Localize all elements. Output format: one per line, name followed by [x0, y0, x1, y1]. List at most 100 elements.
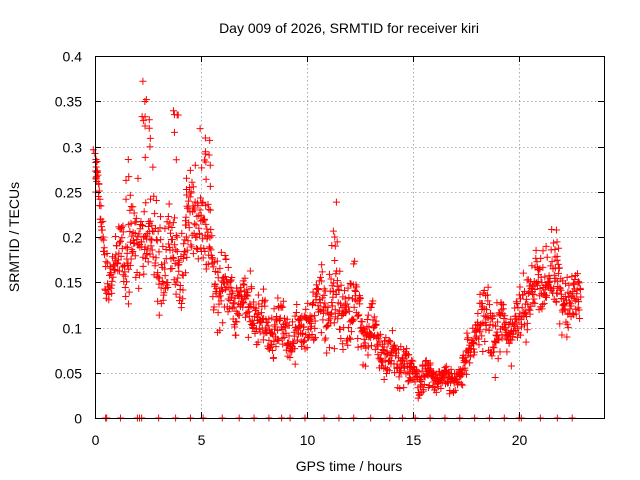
data-point	[491, 322, 499, 330]
data-point	[516, 295, 524, 303]
y-axis-label: SRMTID / TECUs	[6, 182, 22, 292]
data-point	[202, 175, 210, 183]
data-point	[453, 377, 461, 385]
data-point	[164, 283, 172, 291]
data-point	[291, 360, 299, 368]
data-point	[457, 380, 465, 388]
data-point	[156, 213, 164, 221]
data-point	[163, 218, 171, 226]
data-point	[461, 366, 469, 374]
data-point	[572, 310, 580, 318]
data-point	[195, 224, 203, 232]
data-point	[229, 289, 237, 297]
data-point	[121, 284, 129, 292]
data-point	[291, 312, 299, 320]
data-point	[345, 294, 353, 302]
data-point	[172, 232, 180, 240]
data-point	[330, 319, 338, 327]
data-point	[496, 348, 504, 356]
data-point	[102, 258, 110, 266]
data-point	[150, 192, 158, 200]
data-point	[250, 319, 258, 327]
data-point	[343, 300, 351, 308]
data-point	[484, 283, 492, 291]
data-point	[382, 334, 390, 342]
data-point	[135, 230, 143, 238]
data-point	[154, 269, 162, 277]
data-point	[315, 305, 323, 313]
data-point	[244, 292, 252, 300]
data-point	[420, 380, 428, 388]
data-point	[265, 336, 273, 344]
data-point	[311, 324, 319, 332]
data-point	[338, 311, 346, 319]
data-point	[561, 306, 569, 314]
data-point	[371, 346, 379, 354]
data-point	[530, 295, 538, 303]
data-point	[470, 340, 478, 348]
data-point	[332, 198, 340, 206]
data-point	[114, 256, 122, 264]
data-point	[127, 219, 135, 227]
data-point	[210, 258, 218, 266]
data-point	[575, 279, 583, 287]
data-point	[534, 278, 542, 286]
data-point	[308, 330, 316, 338]
data-point	[274, 326, 282, 334]
data-point	[331, 242, 339, 250]
data-point	[563, 333, 571, 341]
data-point	[188, 243, 196, 251]
data-point	[386, 338, 394, 346]
data-point	[388, 327, 396, 335]
data-point	[576, 314, 584, 322]
data-point	[524, 289, 532, 297]
data-point	[136, 271, 144, 279]
data-point	[176, 281, 184, 289]
data-point	[367, 303, 375, 311]
data-point	[180, 240, 188, 248]
data-point	[323, 322, 331, 330]
data-point	[183, 174, 191, 182]
data-point	[175, 258, 183, 266]
data-point	[299, 330, 307, 338]
data-point	[484, 297, 492, 305]
data-point	[327, 310, 335, 318]
data-point	[567, 302, 575, 310]
data-point	[330, 279, 338, 287]
data-point	[548, 225, 556, 233]
data-point	[539, 247, 547, 255]
data-point	[122, 195, 130, 203]
data-point	[369, 316, 377, 324]
data-point	[314, 286, 322, 294]
data-point	[450, 388, 458, 396]
data-point	[252, 304, 260, 312]
data-point	[380, 364, 388, 372]
data-point	[116, 267, 124, 275]
data-point	[183, 246, 191, 254]
data-point	[485, 326, 493, 334]
y-tick-label: 0	[74, 411, 82, 427]
data-point	[339, 345, 347, 353]
data-point	[337, 335, 345, 343]
data-point	[447, 365, 455, 373]
data-point	[364, 343, 372, 351]
data-point	[280, 333, 288, 341]
data-point	[159, 279, 167, 287]
data-point	[541, 273, 549, 281]
data-point	[463, 329, 471, 337]
y-tick-label: 0.4	[63, 49, 83, 65]
data-point	[311, 317, 319, 325]
data-point	[478, 332, 486, 340]
data-point	[403, 345, 411, 353]
data-point	[193, 212, 201, 220]
data-point	[471, 348, 479, 356]
data-point	[464, 334, 472, 342]
data-point	[570, 281, 578, 289]
data-point	[484, 314, 492, 322]
data-point	[552, 226, 560, 234]
data-point	[569, 309, 577, 317]
data-point	[217, 297, 225, 305]
data-point	[124, 155, 132, 163]
data-point	[210, 303, 218, 311]
data-point	[191, 161, 199, 169]
